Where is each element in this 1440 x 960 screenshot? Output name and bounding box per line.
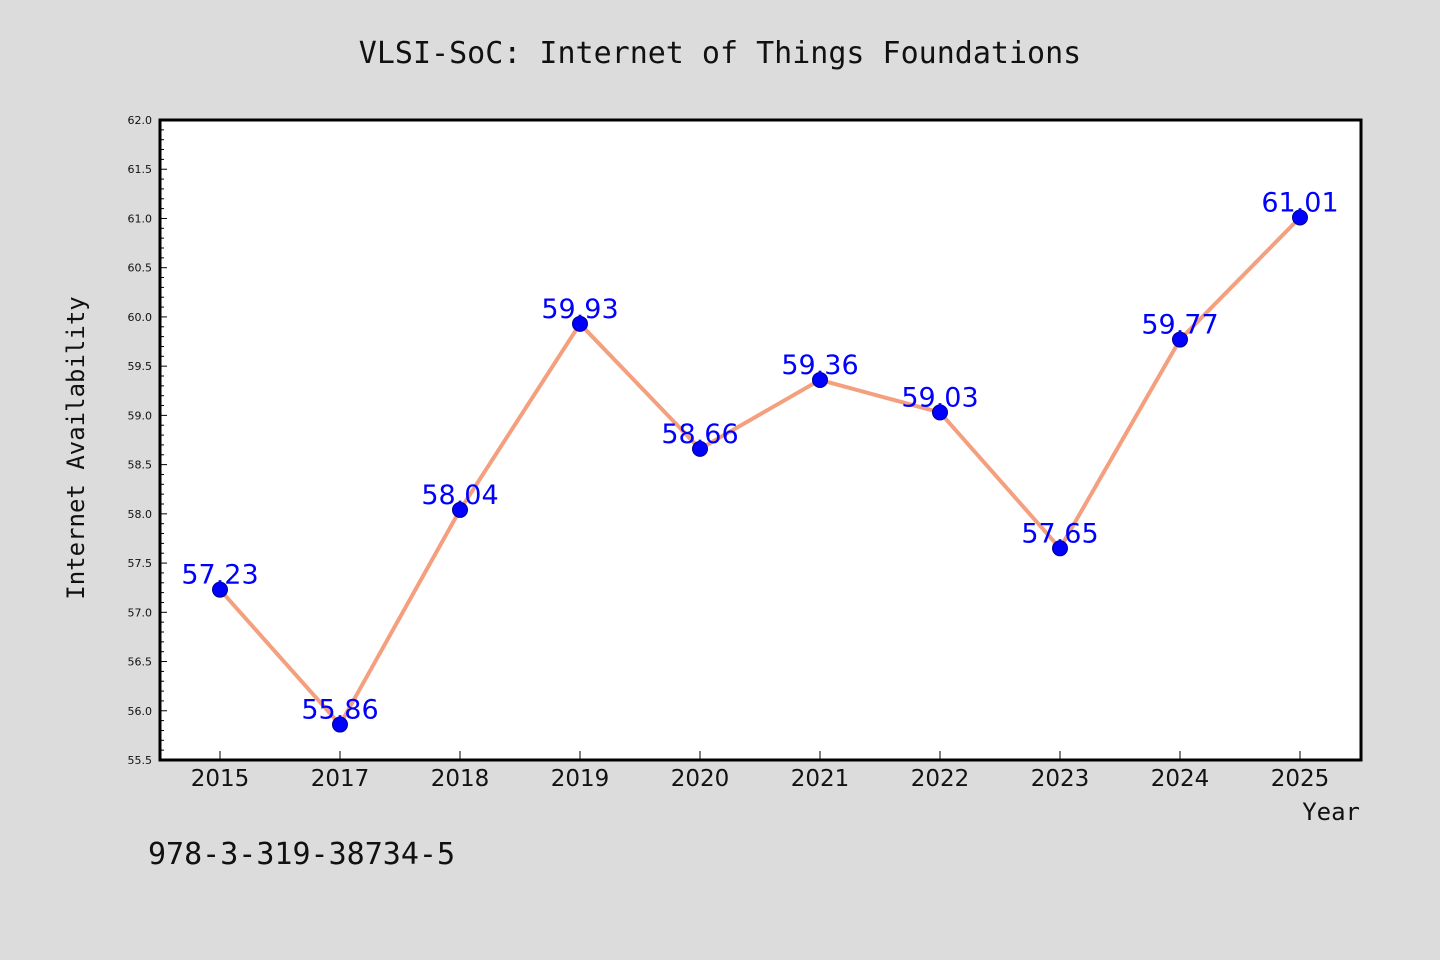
data-label: 58.04 bbox=[421, 480, 498, 511]
x-tick-label: 2018 bbox=[431, 766, 490, 792]
data-label: 57.65 bbox=[1021, 518, 1098, 549]
series-layer bbox=[212, 209, 1308, 733]
data-point bbox=[212, 581, 228, 598]
y-tick-label: 55.5 bbox=[128, 754, 153, 767]
y-tick-label: 59.0 bbox=[128, 409, 153, 422]
data-point bbox=[452, 501, 468, 518]
data-labels: 57.23 55.86 58.04 59.93 58.66 59.36 59.03 57.65… bbox=[181, 187, 1338, 725]
x-tick-label: 2025 bbox=[1271, 766, 1330, 792]
data-label: 59.93 bbox=[541, 294, 618, 325]
data-label: 61.01 bbox=[1261, 187, 1338, 218]
y-tick-label: 57.0 bbox=[128, 606, 153, 619]
y-tick-label: 60.0 bbox=[128, 311, 153, 324]
data-label: 55.86 bbox=[301, 695, 378, 726]
data-label: 59.77 bbox=[1141, 310, 1218, 341]
data-point bbox=[1172, 331, 1188, 348]
data-label: 59.36 bbox=[781, 350, 858, 381]
y-tick-label: 57.5 bbox=[128, 557, 153, 570]
data-label: 58.66 bbox=[661, 419, 738, 450]
data-point bbox=[332, 716, 348, 733]
data-point bbox=[1292, 209, 1308, 226]
data-point bbox=[692, 440, 708, 457]
footer-isbn: 978-3-319-38734-5 bbox=[148, 837, 455, 872]
chart-title: VLSI-SoC: Internet of Things Foundations bbox=[359, 36, 1081, 71]
y-tick-label: 61.5 bbox=[128, 163, 153, 176]
data-point bbox=[932, 404, 948, 421]
x-tick-label: 2017 bbox=[311, 766, 370, 792]
data-label: 59.03 bbox=[901, 382, 978, 413]
x-tick-label: 2023 bbox=[1031, 766, 1090, 792]
y-tick-label: 58.5 bbox=[128, 459, 153, 472]
x-tick-label: 2021 bbox=[791, 766, 850, 792]
y-tick-label: 62.0 bbox=[128, 114, 153, 127]
x-tick-label: 2020 bbox=[671, 766, 730, 792]
series-line bbox=[218, 215, 1302, 727]
x-tick-label: 2019 bbox=[551, 766, 610, 792]
plot-frame bbox=[158, 118, 1363, 762]
y-tick-label: 56.0 bbox=[128, 705, 153, 718]
y-tick-label: 58.0 bbox=[128, 508, 153, 521]
data-label: 57.23 bbox=[181, 560, 258, 591]
y-tick-label: 61.0 bbox=[128, 212, 153, 225]
x-tick-label: 2024 bbox=[1151, 766, 1210, 792]
data-point bbox=[812, 371, 828, 388]
data-point bbox=[1052, 540, 1068, 557]
y-tick-label: 60.5 bbox=[128, 262, 153, 275]
data-point bbox=[572, 315, 588, 332]
y-tick-label: 59.5 bbox=[128, 360, 153, 373]
x-axis-label: Year bbox=[1302, 798, 1360, 826]
y-tick-label: 56.5 bbox=[128, 656, 153, 669]
x-tick-label: 2015 bbox=[191, 766, 250, 792]
plot-area bbox=[160, 120, 1361, 760]
axis-ticks: 55.5 56.0 56.5 57.0 57.5 58.0 58.5 59.0 59.5 60.0… bbox=[128, 114, 1330, 792]
x-tick-label: 2022 bbox=[911, 766, 970, 792]
y-axis-label: Internet Availability bbox=[62, 296, 90, 599]
